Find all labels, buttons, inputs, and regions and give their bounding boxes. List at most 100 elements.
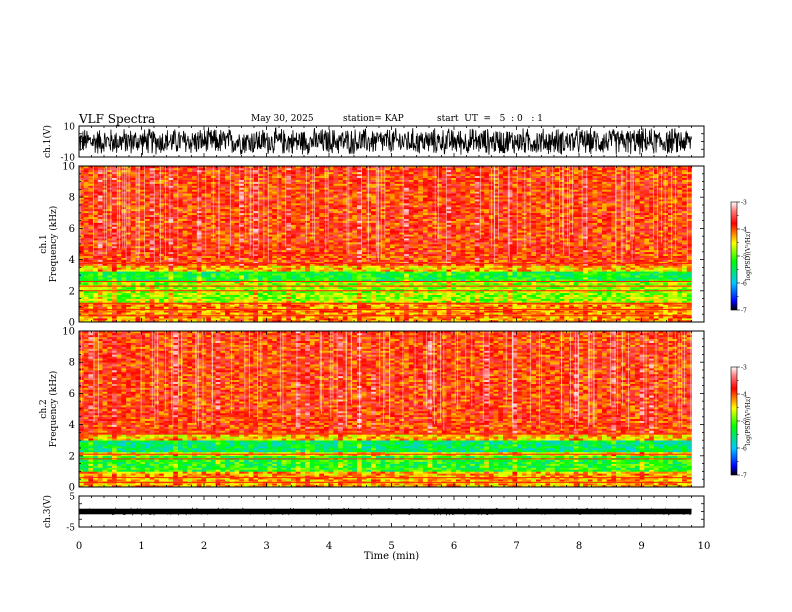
spectrogram-cell xyxy=(352,195,357,197)
spectrogram-cell xyxy=(343,275,348,277)
spectrogram-cell xyxy=(305,176,310,178)
spectrogram-cell xyxy=(338,182,343,184)
spectrogram-cell xyxy=(88,189,93,191)
spectrogram-cell xyxy=(98,269,103,271)
spectrogram-cell xyxy=(315,223,320,225)
spectrogram-cell xyxy=(315,265,320,267)
spectrogram-cell xyxy=(173,316,178,318)
spectrogram-cell xyxy=(333,225,338,227)
spectrogram-cell xyxy=(362,191,367,193)
spectrogram-cell xyxy=(159,191,164,193)
spectrogram-cell xyxy=(305,180,310,182)
spectrogram-cell xyxy=(319,209,324,211)
spectrogram-cell xyxy=(253,240,258,242)
spectrogram-cell xyxy=(324,269,329,271)
spectrogram-cell xyxy=(107,269,112,271)
spectrogram-cell xyxy=(258,269,263,271)
spectrogram-cell xyxy=(107,213,112,215)
spectrogram-cell xyxy=(319,273,324,275)
spectrogram-cell xyxy=(112,293,117,295)
spectrogram-cell xyxy=(220,293,225,295)
spectrogram-cell xyxy=(98,297,103,299)
spectrogram-cell xyxy=(282,170,287,172)
spectrogram-cell xyxy=(282,283,287,285)
spectrogram-cell xyxy=(145,168,150,170)
spectrogram-cell xyxy=(366,260,371,262)
spectrogram-cell xyxy=(362,265,367,267)
spectrogram-cell xyxy=(169,265,174,267)
spectrogram-cell xyxy=(178,193,183,195)
spectrogram-cell xyxy=(98,240,103,242)
spectrogram-cell xyxy=(187,301,192,303)
spectrogram-cell xyxy=(239,267,244,269)
spectrogram-cell xyxy=(197,219,202,221)
spectrogram-cell xyxy=(112,232,117,234)
spectrogram-cell xyxy=(296,275,301,277)
spectrogram-cell xyxy=(310,197,315,199)
spectrogram-cell xyxy=(197,275,202,277)
spectrogram-cell xyxy=(88,174,93,176)
spectrogram-cell xyxy=(197,240,202,242)
spectrogram-cell xyxy=(319,172,324,174)
spectrogram-cell xyxy=(220,254,225,256)
spectrogram-cell xyxy=(366,186,371,188)
spectrogram-cell xyxy=(98,236,103,238)
spectrogram-cell xyxy=(333,242,338,244)
spectrogram-cell xyxy=(329,316,334,318)
spectrogram-cell xyxy=(159,248,164,250)
spectrogram-cell xyxy=(178,304,183,306)
spectrogram-cell xyxy=(366,240,371,242)
spectrogram-cell xyxy=(352,236,357,238)
spectrogram-cell xyxy=(164,215,169,217)
spectrogram-cell xyxy=(362,252,367,254)
spectrogram-cell xyxy=(366,195,371,197)
spectrogram-cell xyxy=(225,260,230,262)
spectrogram-cell xyxy=(296,246,301,248)
spectrogram-cell xyxy=(291,244,296,246)
spectrogram-cell xyxy=(305,240,310,242)
spectrogram-cell xyxy=(192,293,197,295)
spectrogram-cell xyxy=(183,191,188,193)
spectrogram-cell xyxy=(206,219,211,221)
spectrogram-cell xyxy=(140,304,145,306)
spectrogram-cell xyxy=(244,271,249,273)
spectrogram-cell xyxy=(126,248,131,250)
spectrogram-cell xyxy=(352,203,357,205)
spectrogram-cell xyxy=(291,180,296,182)
spectrogram-cell xyxy=(291,275,296,277)
spectrogram-cell xyxy=(183,265,188,267)
spectrogram-cell xyxy=(154,267,159,269)
spectrogram-cell xyxy=(291,273,296,275)
spectrogram-cell xyxy=(300,283,305,285)
spectrogram-cell xyxy=(319,182,324,184)
spectrogram-cell xyxy=(206,168,211,170)
spectrogram-cell xyxy=(216,191,221,193)
spectrogram-cell xyxy=(103,199,108,201)
spectrogram-cell xyxy=(258,260,263,262)
spectrogram-cell xyxy=(154,256,159,258)
spectrogram-cell xyxy=(206,226,211,228)
spectrogram-cell xyxy=(202,310,207,312)
spectrogram-cell xyxy=(310,230,315,232)
spectrogram-cell xyxy=(357,304,362,306)
spectrogram-cell xyxy=(192,168,197,170)
spectrogram-cell xyxy=(333,250,338,252)
spectrogram-cell xyxy=(296,316,301,318)
spectrogram-cell xyxy=(98,301,103,303)
spectrogram-cell xyxy=(192,318,197,320)
spectrogram-cell xyxy=(202,293,207,295)
spectrogram-cell xyxy=(371,301,376,303)
spectrogram-cell xyxy=(192,269,197,271)
spectrogram-cell xyxy=(159,186,164,188)
spectrogram-cell xyxy=(234,318,239,320)
spectrogram-cell xyxy=(234,244,239,246)
spectrogram-cell xyxy=(362,234,367,236)
spectrogram-cell xyxy=(159,269,164,271)
spectrogram-cell xyxy=(263,250,268,252)
spectrogram-cell xyxy=(366,215,371,217)
spectrogram-cell xyxy=(206,191,211,193)
spectrogram-cell xyxy=(300,293,305,295)
spectrogram-cell xyxy=(112,252,117,254)
spectrogram-cell xyxy=(338,271,343,273)
spectrogram-cell xyxy=(319,225,324,227)
